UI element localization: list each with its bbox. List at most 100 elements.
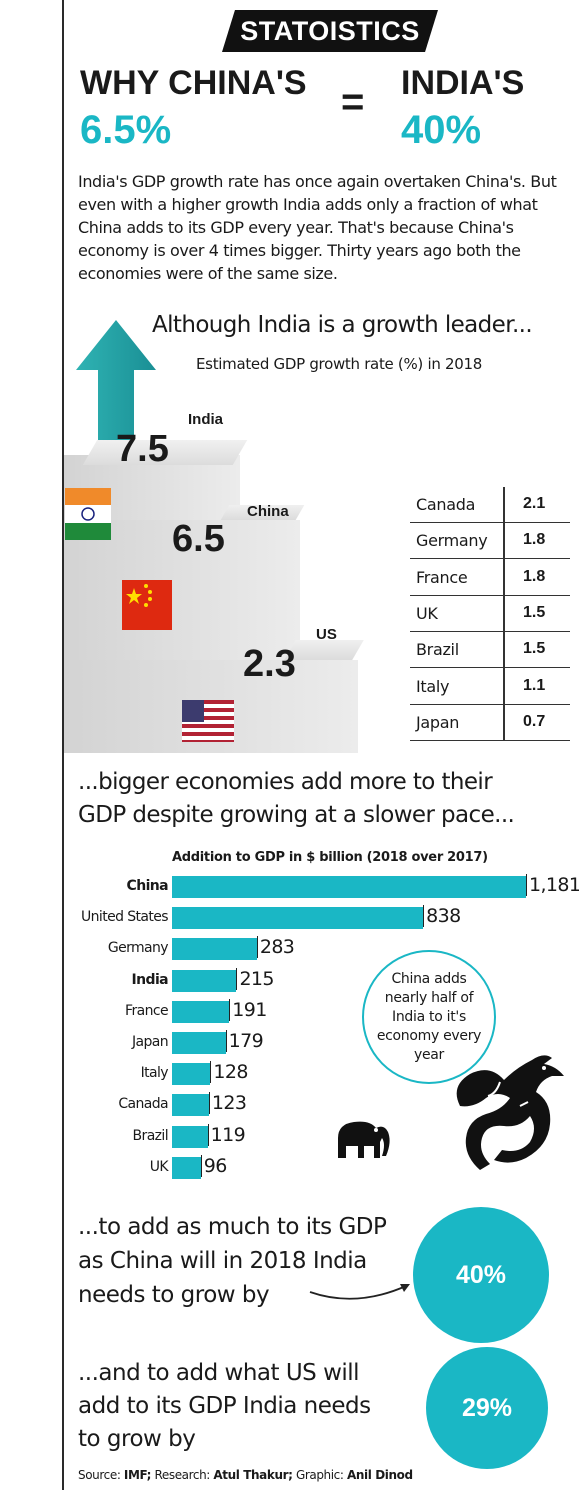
table-growth-value: 1.8 bbox=[523, 567, 546, 585]
callout1-line: needs to grow by bbox=[78, 1282, 270, 1308]
bar-value-label: 191 bbox=[229, 998, 267, 1021]
bar-category-label: Germany bbox=[107, 940, 169, 957]
bar bbox=[172, 1063, 211, 1086]
growth-arrow-icon bbox=[76, 320, 156, 468]
bar bbox=[172, 938, 257, 961]
table-row: Japan 0.7 bbox=[410, 705, 570, 741]
table-country: Brazil bbox=[416, 640, 459, 660]
callout2-line: to grow by bbox=[78, 1426, 196, 1452]
table-row: Germany 1.8 bbox=[410, 523, 570, 560]
bar bbox=[172, 876, 526, 898]
table-country: France bbox=[416, 567, 468, 587]
bar-category-label: India bbox=[131, 971, 169, 988]
research-label: Research: bbox=[154, 1468, 210, 1482]
source-line: Source: IMF; Research: Atul Thakur; Grap… bbox=[78, 1468, 413, 1482]
section2-title-line1: ...bigger economies add more to their bbox=[78, 769, 493, 795]
bar-category-label: Canada bbox=[118, 1096, 168, 1113]
table-row: Italy 1.1 bbox=[410, 669, 570, 705]
china-adds-bubble: China adds nearly half of India to it's … bbox=[362, 950, 496, 1084]
left-rule bbox=[62, 0, 64, 1490]
dragon-icon bbox=[456, 1055, 564, 1170]
bar bbox=[172, 1094, 209, 1117]
bar-category-label: Italy bbox=[140, 1065, 169, 1082]
table-row: UK 1.5 bbox=[410, 596, 570, 632]
bar-category-label: United States bbox=[80, 909, 169, 926]
table-row: Canada 2.1 bbox=[410, 487, 570, 523]
intro-paragraph: India's GDP growth rate has once again o… bbox=[78, 172, 557, 283]
bar-value-label: 123 bbox=[208, 1092, 247, 1115]
table-divider bbox=[503, 487, 505, 741]
headline-left-label: WHY CHINA'S bbox=[80, 64, 307, 102]
stair-tread-us bbox=[284, 640, 364, 660]
bar-value-label: 1,181 bbox=[526, 874, 579, 896]
bar-category-label: France bbox=[125, 1002, 169, 1019]
section1-title: Although India is a growth leader... bbox=[152, 312, 533, 338]
source-label: Source: bbox=[78, 1468, 121, 1482]
table-country: Italy bbox=[416, 676, 450, 696]
bar-category-label: UK bbox=[149, 1158, 169, 1175]
bar bbox=[172, 1125, 208, 1148]
table-row: Brazil 1.5 bbox=[410, 632, 570, 669]
bubble-line: India to it's bbox=[392, 1009, 466, 1025]
table-growth-value: 1.5 bbox=[523, 603, 546, 621]
bar-value-label: 838 bbox=[423, 905, 461, 928]
bubble-line: economy every bbox=[376, 1028, 482, 1044]
bar-value-label: 96 bbox=[200, 1154, 227, 1177]
bubble-line: nearly half of bbox=[384, 990, 474, 1006]
bar bbox=[172, 969, 237, 992]
china-flag-icon bbox=[122, 580, 172, 630]
bar-value-label: 179 bbox=[225, 1030, 264, 1052]
bar bbox=[172, 1000, 230, 1023]
table-growth-value: 2.1 bbox=[523, 495, 546, 512]
stair-value-china: 6.5 bbox=[172, 518, 225, 560]
elephant-icon bbox=[338, 1121, 390, 1158]
graphic-value: Anil Dinod bbox=[346, 1468, 413, 1482]
bubble-line: China adds bbox=[391, 971, 467, 987]
table-country: UK bbox=[416, 603, 438, 623]
stair-value-us: 2.3 bbox=[243, 643, 296, 685]
table-row: France 1.8 bbox=[410, 560, 570, 596]
bar-category-label: China bbox=[126, 878, 169, 894]
bar-value-label: 283 bbox=[256, 936, 295, 959]
table-growth-value: 1.5 bbox=[523, 640, 546, 658]
source-value: IMF; bbox=[123, 1468, 152, 1482]
table-growth-value: 1.8 bbox=[523, 531, 546, 549]
curved-arrow-icon bbox=[309, 1284, 410, 1300]
stair-label-china: China bbox=[247, 503, 289, 520]
stair-label-india: India bbox=[188, 411, 224, 428]
section2-subtitle: Addition to GDP in $ billion (2018 over … bbox=[172, 850, 488, 865]
callout2-circle: 29% bbox=[426, 1347, 548, 1469]
table-country: Germany bbox=[416, 531, 488, 551]
us-flag-icon bbox=[182, 700, 234, 742]
callout1-line: as China will in 2018 India bbox=[78, 1248, 367, 1274]
callout1-circle: 40% bbox=[413, 1207, 549, 1343]
table-country: Japan bbox=[416, 712, 460, 732]
bubble-line: year bbox=[413, 1047, 445, 1063]
bar-value-label: 215 bbox=[236, 967, 275, 990]
bar bbox=[172, 907, 424, 930]
headline-right-label: INDIA'S bbox=[401, 64, 525, 102]
headline-right-value: 40% bbox=[401, 108, 482, 152]
bar-category-label: Japan bbox=[131, 1034, 169, 1050]
bar-value-label: 119 bbox=[207, 1123, 246, 1146]
callout1-line: ...to add as much to its GDP bbox=[78, 1214, 387, 1240]
research-value: Atul Thakur; bbox=[213, 1468, 293, 1482]
bar-value-label: 128 bbox=[210, 1061, 248, 1084]
table-country: Canada bbox=[416, 495, 476, 514]
stair-value-india: 7.5 bbox=[116, 428, 169, 470]
headline-equals: = bbox=[341, 80, 365, 124]
brand-banner: STATOISTICS bbox=[222, 10, 438, 52]
table-growth-value: 0.7 bbox=[523, 712, 546, 730]
graphic-label: Graphic: bbox=[295, 1468, 344, 1482]
callout2-line: add to its GDP India needs bbox=[78, 1393, 371, 1419]
headline-left-value: 6.5% bbox=[80, 108, 172, 152]
bar bbox=[172, 1032, 226, 1054]
section1-subtitle: Estimated GDP growth rate (%) in 2018 bbox=[196, 355, 482, 373]
india-flag-icon bbox=[65, 488, 111, 540]
table-growth-value: 1.1 bbox=[523, 676, 546, 694]
callout2-line: ...and to add what US will bbox=[78, 1360, 360, 1386]
section2-title-line2: GDP despite growing at a slower pace... bbox=[78, 802, 515, 828]
stair-label-us: US bbox=[316, 626, 337, 643]
bar-category-label: Brazil bbox=[132, 1127, 169, 1144]
bar bbox=[172, 1156, 201, 1179]
